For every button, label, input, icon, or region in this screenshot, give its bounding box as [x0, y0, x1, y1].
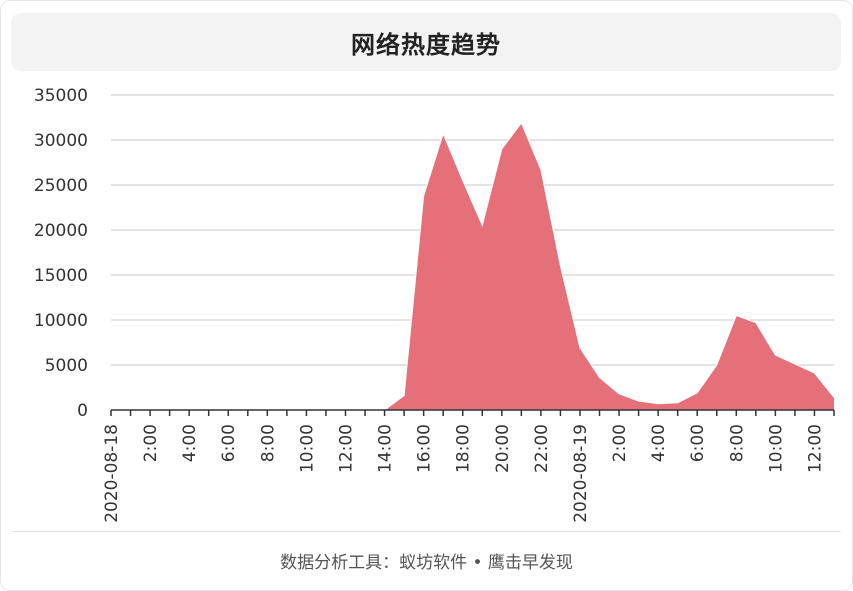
x-tick-label: 8:00: [258, 424, 278, 462]
title-bar: 网络热度趋势: [11, 13, 841, 71]
x-tick-label: 12:00: [336, 424, 356, 473]
x-tick-label: 2020-08-19: [571, 424, 591, 523]
footer-divider: [11, 531, 841, 532]
x-tick-label: 2:00: [141, 424, 161, 462]
x-tick-label: 2:00: [610, 424, 630, 462]
y-tick-label: 0: [77, 401, 88, 421]
y-tick-label: 30000: [34, 131, 88, 151]
x-tick-label: 20:00: [493, 424, 513, 473]
x-tick-label: 4:00: [649, 424, 669, 462]
x-tick-label: 6:00: [688, 424, 708, 462]
x-tick-label: 8:00: [727, 424, 747, 462]
x-tick-label: 6:00: [219, 424, 239, 462]
footer-credit: 数据分析工具：蚁坊软件 • 鹰击早发现: [280, 553, 573, 573]
x-tick-label: 4:00: [180, 424, 200, 462]
x-tick-label: 2020-08-18: [102, 424, 122, 523]
x-tick-label: 10:00: [766, 424, 786, 473]
y-tick-label: 25000: [34, 176, 88, 196]
area-chart: 0 5000 10000 15000 20000 25000 30000 35000 2020…: [34, 86, 835, 523]
x-tick-label: 14:00: [376, 424, 396, 473]
series-area: [111, 122, 834, 411]
x-tick-label: 18:00: [454, 424, 474, 473]
y-tick-label: 10000: [34, 311, 88, 331]
y-tick-label: 20000: [34, 221, 88, 241]
x-tick-label: 12:00: [805, 424, 825, 473]
x-tick-label: 22:00: [532, 424, 552, 473]
chart-title: 网络热度趋势: [351, 30, 501, 59]
x-tick-label: 16:00: [415, 424, 435, 473]
y-tick-label: 5000: [45, 356, 88, 376]
y-tick-label: 15000: [34, 266, 88, 286]
x-tick-label: 10:00: [297, 424, 317, 473]
y-tick-label: 35000: [34, 86, 88, 106]
